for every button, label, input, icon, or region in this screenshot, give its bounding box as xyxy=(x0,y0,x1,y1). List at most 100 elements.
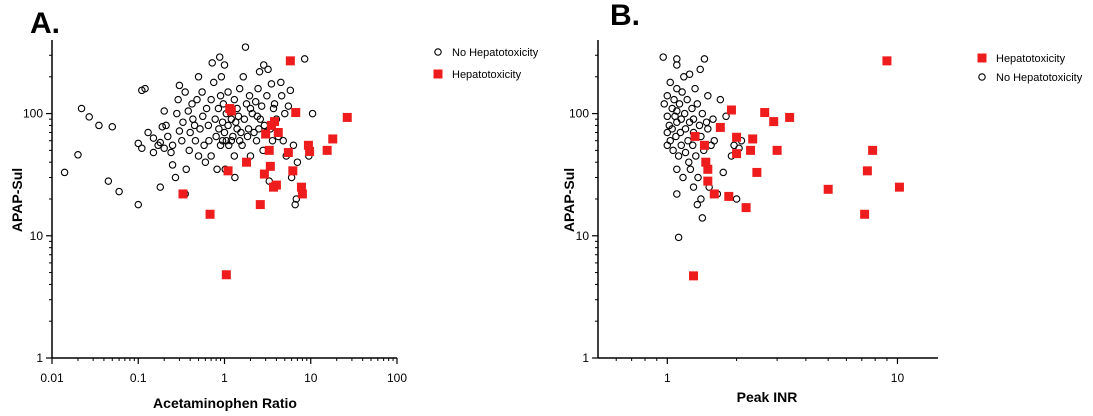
legend-label: No Hepatotoxicity xyxy=(996,72,1083,84)
no-hepatotoxicity-point xyxy=(212,132,220,141)
no-hepatotoxicity-point xyxy=(224,121,232,130)
no-hepatotoxicity-point xyxy=(231,173,239,182)
no-hepatotoxicity-point xyxy=(286,86,295,95)
no-hepatotoxicity-point xyxy=(74,151,82,159)
hepatotoxicity-point xyxy=(178,189,188,199)
y-tick-label: 1 xyxy=(582,351,589,365)
no-hepatotoxicity-point xyxy=(77,104,86,113)
no-hepatotoxicity-point xyxy=(250,128,258,137)
panel-a-chart: A. 1 10 100 0.01 0.1 1 10 100 Acetaminophen Ratio… xyxy=(9,7,539,411)
panel-b-chart: B. 1 10 100 1 10 Peak INR APAP-Sul Hepatotoxicit… xyxy=(561,0,1083,405)
hepatotoxicity-point xyxy=(862,166,872,176)
no-hepatotoxicity-point xyxy=(663,112,672,121)
no-hepatotoxicity-point xyxy=(167,148,175,157)
no-hepatotoxicity-point xyxy=(175,127,184,135)
no-hepatotoxicity-point xyxy=(134,139,143,148)
no-hepatotoxicity-point xyxy=(168,161,177,169)
no-hepatotoxicity-point xyxy=(178,136,186,145)
no-hepatotoxicity-point xyxy=(108,123,117,131)
no-hepatotoxicity-point xyxy=(196,125,204,133)
hepatotoxicity-point xyxy=(265,161,275,171)
hepatotoxicity-point xyxy=(296,182,306,192)
no-hepatotoxicity-point xyxy=(681,148,690,157)
hepatotoxicity-point xyxy=(868,145,878,155)
hepatotoxicity-point xyxy=(328,134,338,144)
no-hepatotoxicity-point xyxy=(704,125,712,133)
no-hepatotoxicity-point xyxy=(674,233,683,242)
no-hepatotoxicity-point xyxy=(679,173,687,182)
hepatotoxicity-point xyxy=(715,122,725,132)
no-hepatotoxicity-point xyxy=(677,141,686,150)
x-tick-label: 10 xyxy=(891,371,905,385)
no-hepatotoxicity-point xyxy=(211,115,219,123)
no-hepatotoxicity-point xyxy=(700,55,709,63)
no-hepatotoxicity-point xyxy=(230,95,239,104)
no-hepatotoxicity-point xyxy=(160,144,168,153)
legend-label: Hepatotoxicity xyxy=(452,69,522,81)
no-hepatotoxicity-point xyxy=(659,53,667,61)
no-hepatotoxicity-point xyxy=(245,91,254,100)
panel-letter: A. xyxy=(30,7,60,40)
no-hepatotoxicity-point xyxy=(259,61,268,69)
no-hepatotoxicity-point xyxy=(181,88,189,96)
hepatotoxicity-point xyxy=(741,203,751,213)
no-hepatotoxicity-point xyxy=(205,136,213,145)
no-hepatotoxicity-point xyxy=(216,91,225,100)
no-hepatotoxicity-point xyxy=(293,158,302,166)
hepatotoxicity-point xyxy=(297,189,307,199)
no-hepatotoxicity-point xyxy=(688,141,697,150)
no-hepatotoxicity-point xyxy=(241,43,250,51)
no-hepatotoxicity-point xyxy=(218,118,227,126)
no-hepatotoxicity-point xyxy=(217,73,226,81)
no-hepatotoxicity-point xyxy=(174,95,182,104)
no-hepatotoxicity-point xyxy=(698,109,707,118)
no-hepatotoxicity-point xyxy=(698,214,707,222)
hepatotoxicity-point xyxy=(270,117,280,127)
no-hepatotoxicity-point xyxy=(685,158,693,166)
no-hepatotoxicity-point xyxy=(300,55,309,63)
no-hepatotoxicity-point xyxy=(237,128,245,137)
no-hepatotoxicity-point xyxy=(663,128,672,137)
no-hepatotoxicity-point xyxy=(678,88,686,96)
no-hepatotoxicity-point xyxy=(138,144,146,153)
no-hepatotoxicity-point xyxy=(268,136,277,145)
no-hepatotoxicity-point xyxy=(198,88,206,96)
no-hepatotoxicity-point xyxy=(702,118,711,126)
y-tick-label: 10 xyxy=(576,229,590,243)
no-hepatotoxicity-point xyxy=(675,100,684,108)
hepatotoxicity-point xyxy=(285,56,295,66)
no-hepatotoxicity-point xyxy=(240,115,249,123)
no-hepatotoxicity-point xyxy=(235,84,244,93)
no-hepatotoxicity-point xyxy=(234,112,243,121)
no-hepatotoxicity-point xyxy=(201,158,210,166)
no-hepatotoxicity-point xyxy=(676,128,685,137)
no-hepatotoxicity-point xyxy=(218,136,227,145)
no-hepatotoxicity-point xyxy=(284,102,293,110)
no-hepatotoxicity-point xyxy=(202,104,211,113)
no-hepatotoxicity-point xyxy=(149,148,158,157)
no-hepatotoxicity-point xyxy=(214,104,223,113)
no-hepatotoxicity-point xyxy=(171,173,180,182)
no-hepatotoxicity-point xyxy=(224,88,232,96)
hepatotoxicity-point xyxy=(271,180,281,190)
no-hepatotoxicity-point xyxy=(666,136,674,145)
no-hepatotoxicity-point xyxy=(164,132,172,141)
no-hepatotoxicity-point xyxy=(158,123,167,131)
no-hepatotoxicity-point xyxy=(264,65,272,74)
no-hepatotoxicity-point xyxy=(722,112,730,121)
no-hepatotoxicity-point xyxy=(208,59,216,67)
no-hepatotoxicity-point xyxy=(267,80,276,88)
hepatotoxicity-point xyxy=(221,270,231,280)
no-hepatotoxicity-point xyxy=(673,55,681,63)
no-hepatotoxicity-point xyxy=(668,125,676,133)
no-hepatotoxicity-point xyxy=(270,100,279,108)
hepatotoxicity-point xyxy=(261,129,271,139)
no-hepatotoxicity-point xyxy=(104,177,113,185)
no-hepatotoxicity-point xyxy=(693,100,702,108)
no-hepatotoxicity-point xyxy=(207,95,215,104)
no-hepatotoxicity-point xyxy=(681,125,690,133)
no-hepatotoxicity-point xyxy=(692,152,700,160)
no-hepatotoxicity-point xyxy=(710,136,719,145)
legend-label: Hepatotoxicity xyxy=(996,53,1066,65)
